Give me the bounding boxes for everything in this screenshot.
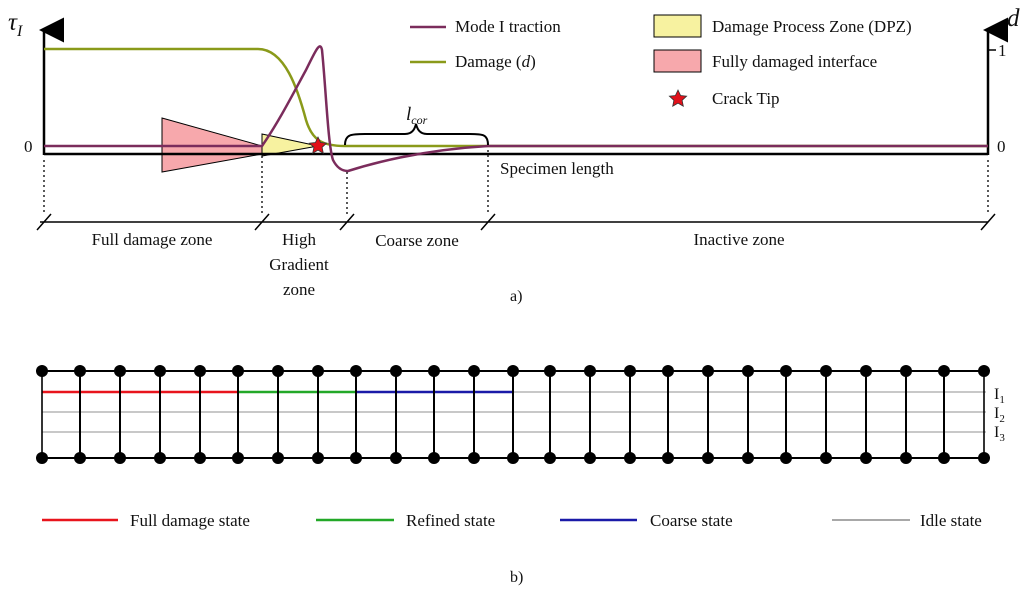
mesh-node xyxy=(900,365,912,377)
mesh-node xyxy=(154,452,166,464)
interface-label-1: I1 xyxy=(994,386,1005,406)
specimen-length-label: Specimen length xyxy=(500,159,614,178)
zone-markers xyxy=(43,150,989,215)
right-one-label: 1 xyxy=(998,41,1007,60)
legend-dpz-label: Damage Process Zone (DPZ) xyxy=(712,17,912,36)
mesh-node xyxy=(544,365,556,377)
mesh-node xyxy=(938,365,950,377)
mesh-node xyxy=(272,452,284,464)
zone-high-gradient-label-2: Gradient xyxy=(269,255,329,274)
legend-a: Mode I traction Damage (d) Damage Proces… xyxy=(410,14,912,108)
mesh-node xyxy=(820,452,832,464)
legend-full-damage-label: Full damage state xyxy=(130,511,250,530)
zone-ticks xyxy=(36,213,996,231)
zone-coarse-label: Coarse zone xyxy=(375,231,459,250)
zone-inactive-label: Inactive zone xyxy=(693,230,784,249)
zone-full-damage-label: Full damage zone xyxy=(92,230,213,249)
mesh-node xyxy=(624,452,636,464)
mesh-node xyxy=(350,452,362,464)
mesh-node xyxy=(232,452,244,464)
mesh-node xyxy=(390,365,402,377)
mesh-node xyxy=(900,452,912,464)
mesh-node xyxy=(74,452,86,464)
legend-refined-label: Refined state xyxy=(406,511,495,530)
mesh-node xyxy=(860,365,872,377)
crack-tip-star xyxy=(308,136,328,154)
legend-crack-tip-star xyxy=(668,89,688,107)
mesh-node xyxy=(507,452,519,464)
right-zero-label: 0 xyxy=(997,137,1006,156)
d-axis-label: d xyxy=(1007,5,1020,32)
legend-damage-label: Damage (d) xyxy=(455,52,536,71)
mesh-node xyxy=(468,365,480,377)
lcor-label: lcor xyxy=(406,104,428,127)
interface-label-2: I2 xyxy=(994,405,1005,425)
mesh-node xyxy=(507,365,519,377)
legend-idle-label: Idle state xyxy=(920,511,982,530)
mesh-node xyxy=(860,452,872,464)
legend-b: Full damage state Refined state Coarse s… xyxy=(42,511,982,530)
mesh-node xyxy=(194,452,206,464)
mesh-node xyxy=(36,365,48,377)
lcor-brace xyxy=(344,123,489,146)
mesh xyxy=(36,365,990,464)
mesh-node xyxy=(350,365,362,377)
mesh-node xyxy=(662,365,674,377)
mesh-node xyxy=(232,365,244,377)
traction-curve xyxy=(44,45,988,173)
interface-label-3: I3 xyxy=(994,424,1005,444)
mesh-node xyxy=(938,452,950,464)
panel-a: τI 0 d 1 0 lcor Specimen length Mode I t… xyxy=(8,5,1020,305)
mesh-node xyxy=(312,365,324,377)
legend-dpz-swatch xyxy=(653,14,702,38)
mesh-node xyxy=(272,365,284,377)
mesh-node xyxy=(742,365,754,377)
mesh-node xyxy=(154,365,166,377)
mesh-node xyxy=(544,452,556,464)
zone-high-gradient-label-1: High xyxy=(282,230,317,249)
mesh-node xyxy=(702,452,714,464)
caption-b: b) xyxy=(510,569,523,586)
zone-high-gradient-label-3: zone xyxy=(283,280,315,299)
legend-fully-damaged-swatch xyxy=(653,49,702,73)
mesh-node xyxy=(978,365,990,377)
legend-crack-tip-label: Crack Tip xyxy=(712,89,780,108)
mesh-node xyxy=(780,452,792,464)
mesh-node xyxy=(36,452,48,464)
mesh-node xyxy=(468,452,480,464)
mesh-node xyxy=(428,365,440,377)
mesh-node xyxy=(702,365,714,377)
mesh-node xyxy=(390,452,402,464)
mesh-node xyxy=(114,452,126,464)
legend-traction-label: Mode I traction xyxy=(455,17,561,36)
mesh-node xyxy=(312,452,324,464)
tau-axis-label: τI xyxy=(8,9,23,40)
mesh-node xyxy=(584,365,596,377)
dpz-wedge xyxy=(261,133,319,157)
legend-fully-damaged-label: Fully damaged interface xyxy=(712,52,877,71)
mesh-node xyxy=(978,452,990,464)
mesh-node xyxy=(114,365,126,377)
mesh-node xyxy=(820,365,832,377)
mesh-node xyxy=(662,452,674,464)
mesh-node xyxy=(780,365,792,377)
caption-a: a) xyxy=(510,288,522,305)
panel-b: I1 I2 I3 Full damage state Refined state… xyxy=(36,365,1005,586)
legend-coarse-label: Coarse state xyxy=(650,511,733,530)
mesh-node xyxy=(584,452,596,464)
left-zero-label: 0 xyxy=(24,137,33,156)
mesh-node xyxy=(428,452,440,464)
mesh-node xyxy=(624,365,636,377)
mesh-node xyxy=(742,452,754,464)
mesh-node xyxy=(194,365,206,377)
mesh-node xyxy=(74,365,86,377)
